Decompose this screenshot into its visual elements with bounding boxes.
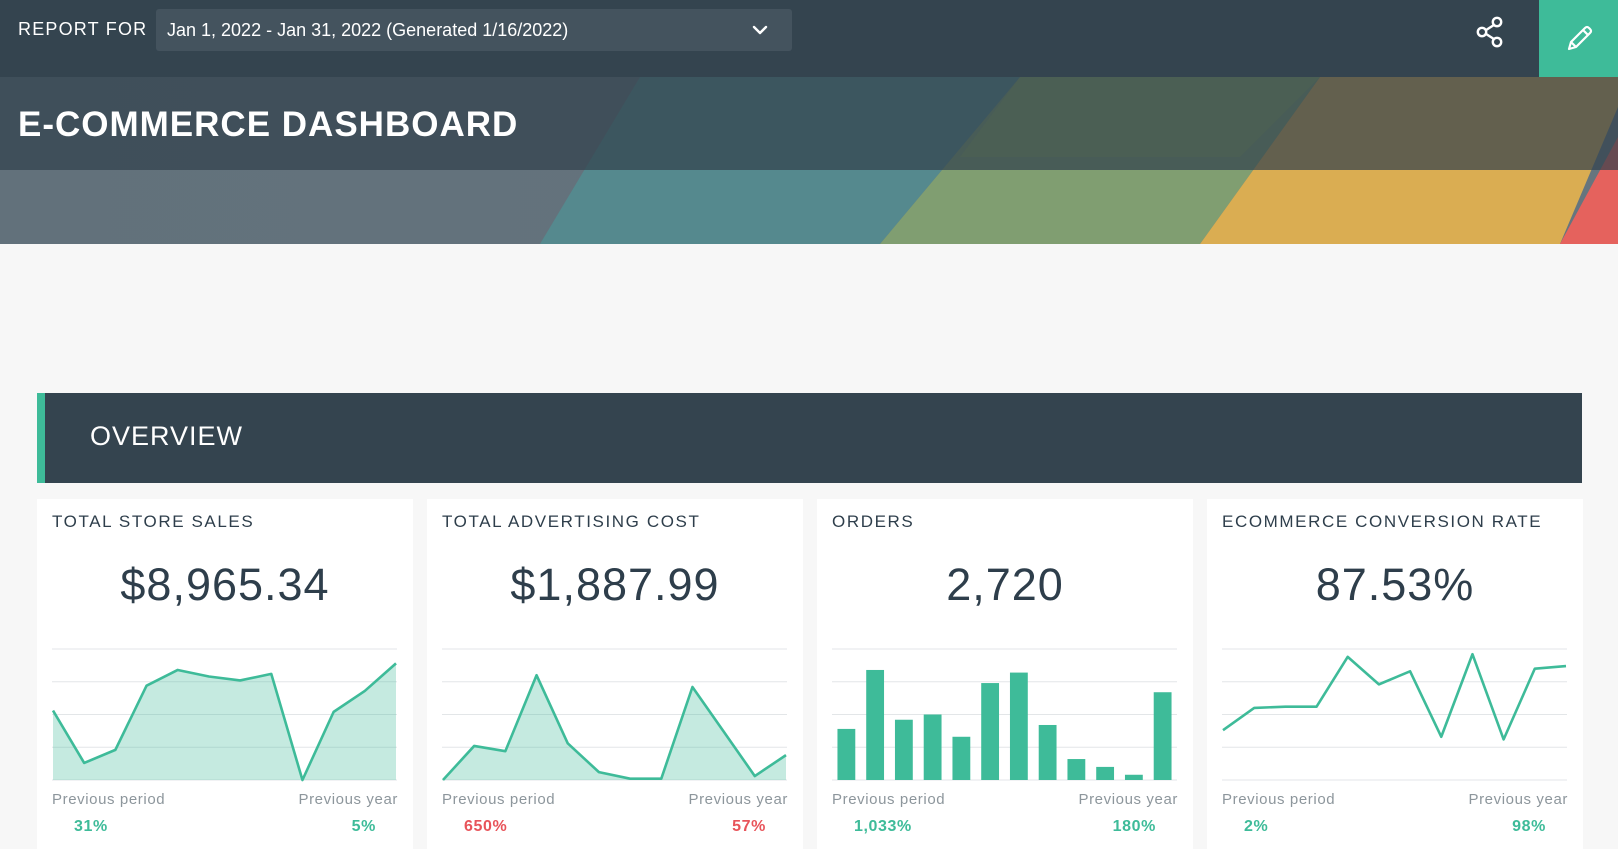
card-title: ORDERS: [832, 512, 915, 531]
share-icon: [1476, 16, 1503, 48]
header-banner: E-COMMERCE DASHBOARD: [0, 77, 1618, 244]
previous-period-value: 650%: [464, 818, 508, 835]
chevron-down-icon: [752, 25, 768, 35]
kpi-card-total-advertising-cost[interactable]: TOTAL ADVERTISING COST $1,887.99 Previou…: [427, 499, 803, 849]
previous-period-label: Previous period: [442, 791, 556, 808]
bar: [981, 683, 1000, 780]
section-title: OVERVIEW: [90, 421, 244, 451]
bar: [923, 714, 942, 780]
share-button[interactable]: [1470, 12, 1510, 52]
series-line: [442, 673, 787, 781]
card-value: $8,965.34: [120, 559, 330, 610]
bar: [1067, 759, 1086, 780]
sparkline-chart: [52, 648, 397, 782]
previous-year-value: 180%: [1112, 818, 1156, 835]
pencil-icon: [1567, 25, 1592, 50]
previous-period-value: 1,033%: [854, 818, 912, 835]
previous-year-label: Previous year: [1078, 791, 1178, 808]
previous-year-label: Previous year: [298, 791, 398, 808]
previous-year-value: 5%: [351, 818, 376, 835]
previous-period-label: Previous period: [1222, 791, 1336, 808]
page-title: E-COMMERCE DASHBOARD: [18, 105, 519, 144]
kpi-card-ecommerce-conversion-rate[interactable]: ECOMMERCE CONVERSION RATE 87.53% Previou…: [1207, 499, 1583, 849]
previous-period-label: Previous period: [832, 791, 946, 808]
card-value: 87.53%: [1315, 559, 1475, 610]
bar-chart: [832, 648, 1177, 781]
bar: [1009, 672, 1028, 780]
previous-year-value: 57%: [732, 818, 766, 835]
card-value: $1,887.99: [510, 559, 720, 610]
bar: [1124, 774, 1143, 780]
overview-section-header: OVERVIEW: [37, 393, 1582, 483]
previous-year-value: 98%: [1512, 818, 1546, 835]
card-title: ECOMMERCE CONVERSION RATE: [1222, 512, 1543, 531]
previous-year-label: Previous year: [688, 791, 788, 808]
area-fill: [53, 663, 396, 780]
date-range-select[interactable]: Jan 1, 2022 - Jan 31, 2022 (Generated 1/…: [156, 9, 792, 51]
bar: [837, 728, 856, 780]
kpi-card-orders[interactable]: ORDERS 2,720 Previous period Previous ye…: [817, 499, 1193, 849]
date-range-value: Jan 1, 2022 - Jan 31, 2022 (Generated 1/…: [167, 19, 569, 40]
sparkline-chart: [442, 648, 787, 781]
card-value: 2,720: [946, 559, 1064, 610]
area-fill: [443, 675, 786, 780]
edit-button[interactable]: [1539, 0, 1618, 77]
title-strip: E-COMMERCE DASHBOARD: [0, 77, 1618, 170]
series-line: [52, 662, 397, 782]
previous-year-label: Previous year: [1468, 791, 1568, 808]
bar: [866, 669, 885, 780]
previous-period-label: Previous period: [52, 791, 166, 808]
bar: [1096, 766, 1115, 780]
bar: [952, 736, 971, 780]
previous-period-value: 2%: [1244, 818, 1269, 835]
report-for-label: REPORT FOR: [18, 19, 148, 39]
previous-period-value: 31%: [74, 818, 108, 835]
bar: [1038, 724, 1057, 780]
kpi-card-total-store-sales[interactable]: TOTAL STORE SALES $8,965.34 Previous per…: [37, 499, 413, 849]
line-chart: [1222, 648, 1567, 781]
card-title: TOTAL STORE SALES: [52, 512, 255, 531]
top-bar: REPORT FOR Jan 1, 2022 - Jan 31, 2022 (G…: [0, 0, 1618, 77]
series-line: [1222, 652, 1567, 741]
bar: [894, 719, 913, 780]
card-title: TOTAL ADVERTISING COST: [442, 512, 701, 531]
bar: [1153, 692, 1172, 780]
